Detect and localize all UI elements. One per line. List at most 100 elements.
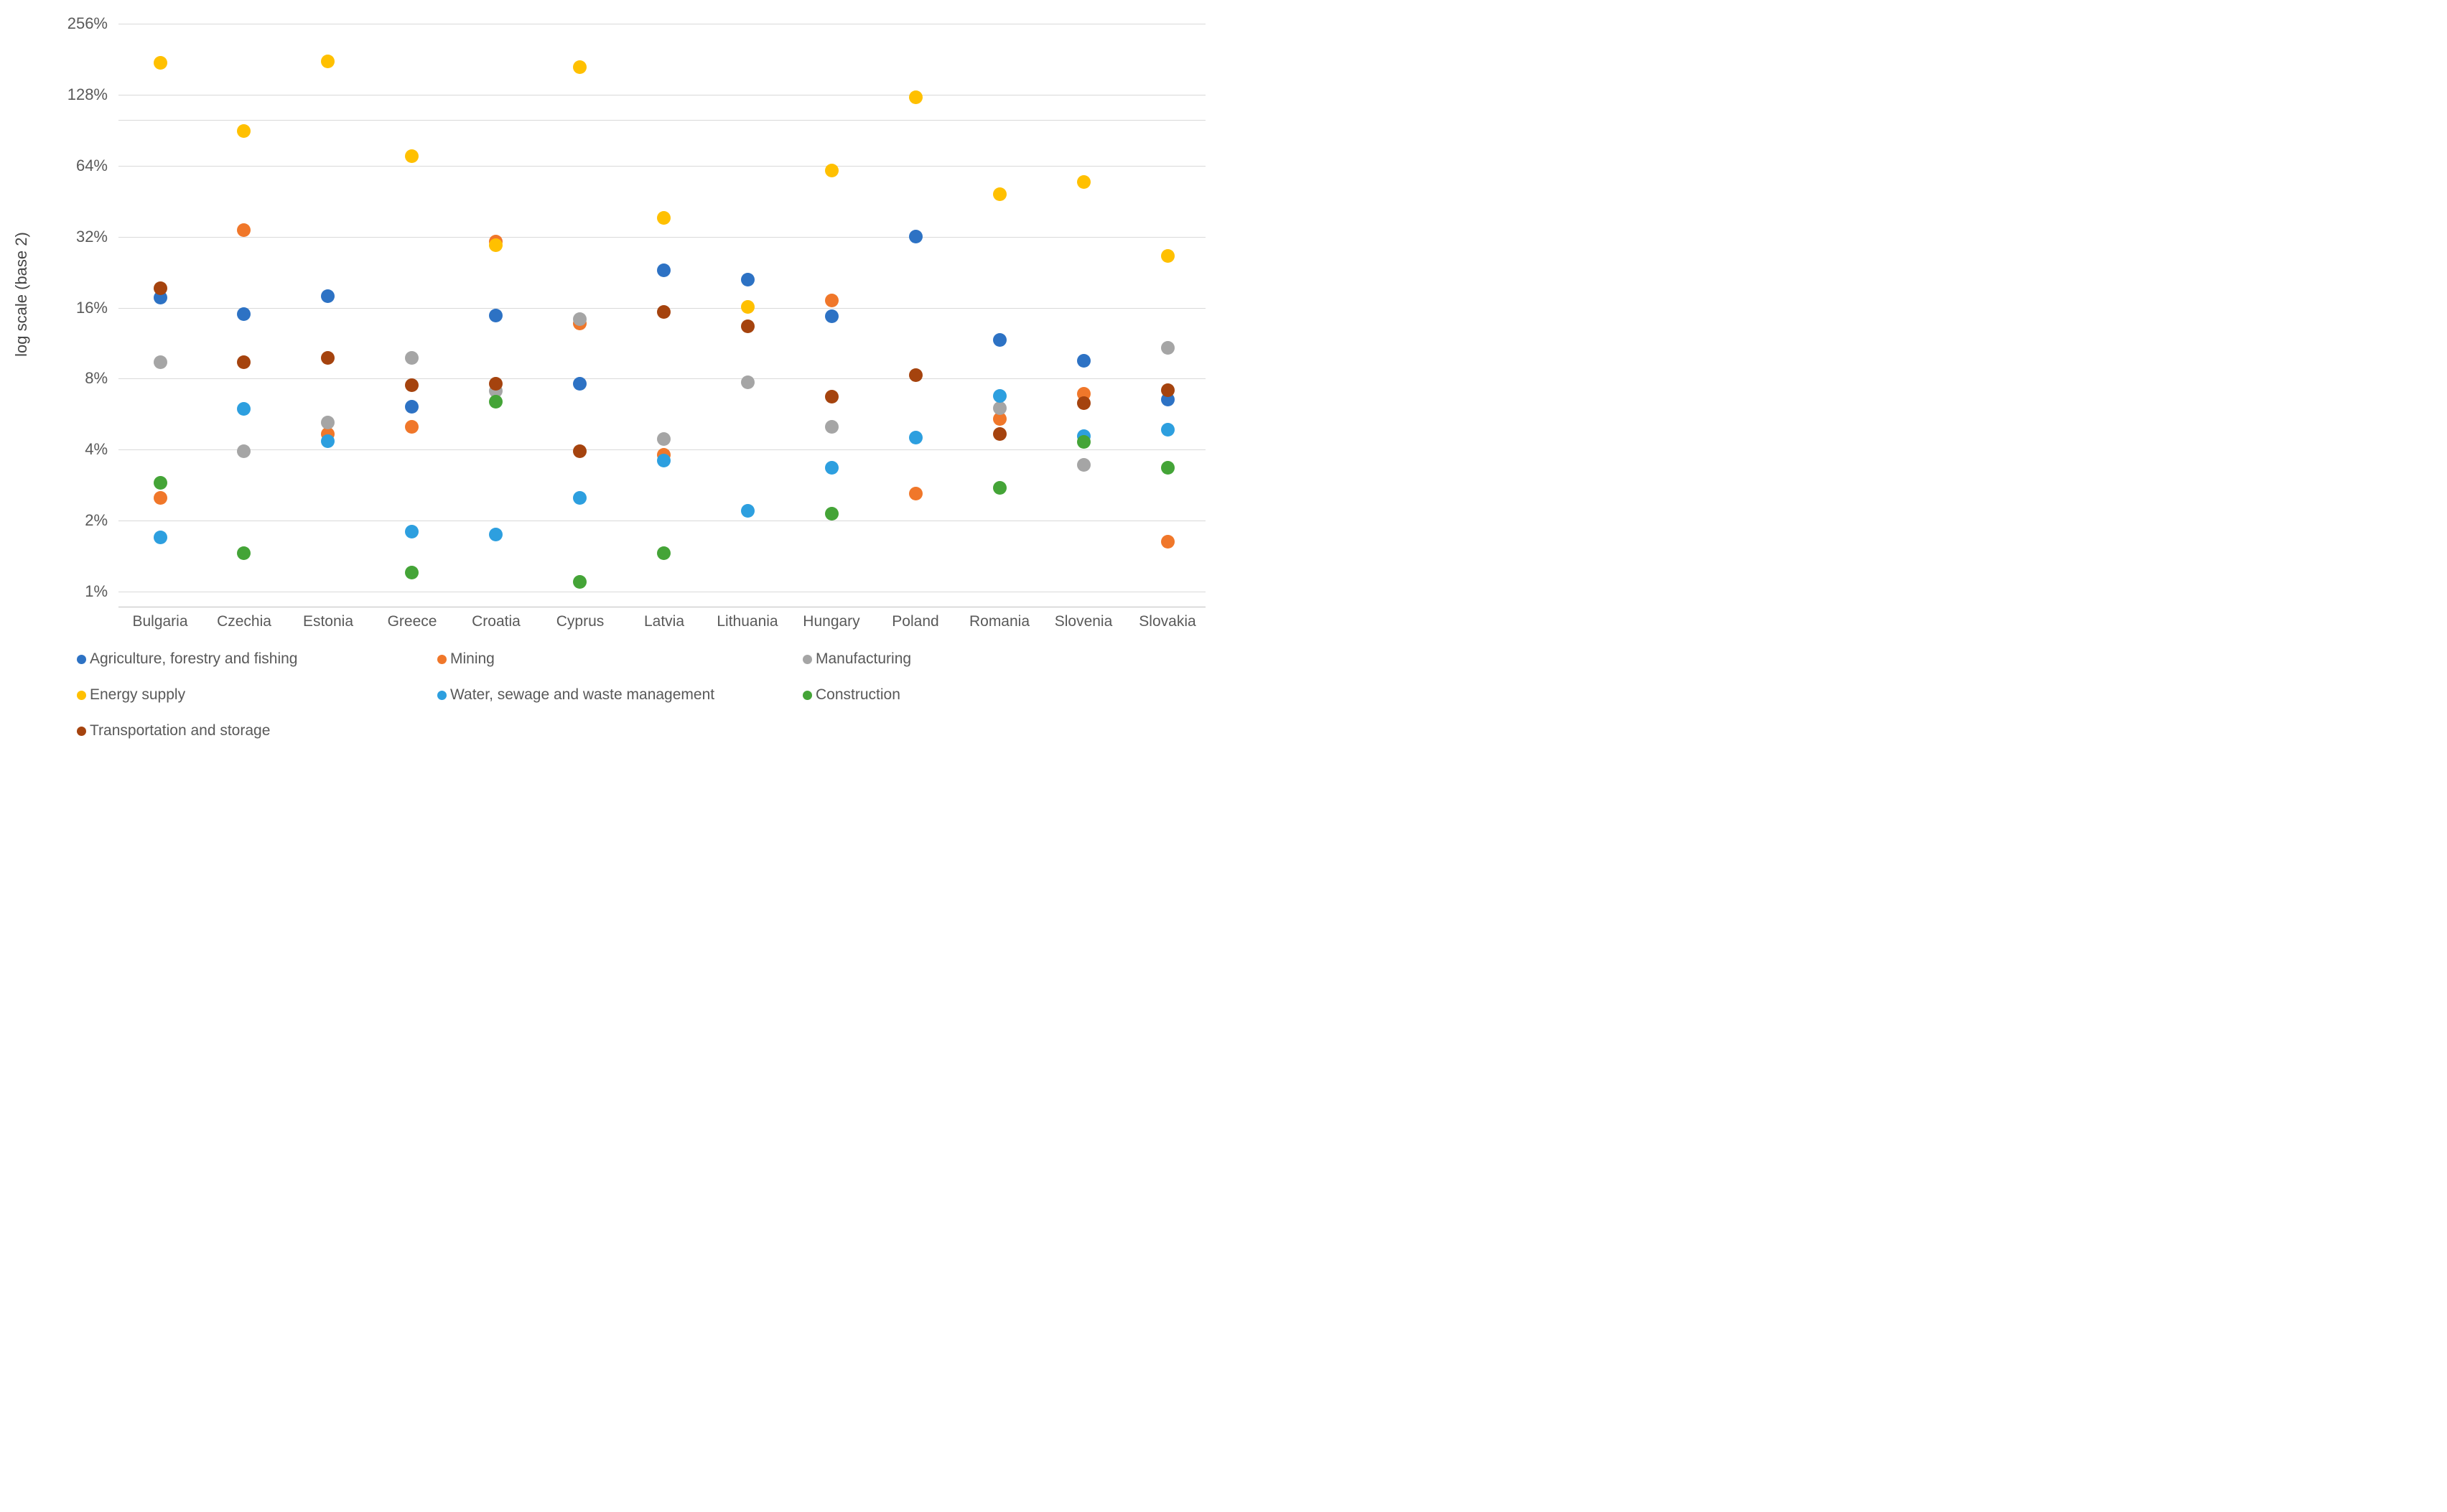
legend-item: Construction bbox=[803, 686, 900, 704]
data-point bbox=[825, 164, 839, 177]
data-point bbox=[909, 487, 923, 500]
data-point bbox=[573, 491, 587, 505]
data-point bbox=[237, 402, 251, 416]
data-point bbox=[405, 400, 419, 414]
data-point bbox=[993, 401, 1007, 415]
data-point bbox=[657, 263, 671, 277]
x-tick-label-slovenia: Slovenia bbox=[1054, 613, 1113, 630]
data-point bbox=[1161, 383, 1175, 397]
y-tick-label: 128% bbox=[67, 85, 108, 103]
data-point bbox=[489, 238, 503, 252]
data-point bbox=[1077, 396, 1091, 410]
data-point bbox=[237, 444, 251, 458]
data-point bbox=[993, 412, 1007, 426]
y-tick-label: 8% bbox=[85, 369, 108, 387]
data-point bbox=[321, 351, 335, 365]
data-point bbox=[1077, 458, 1091, 472]
legend-marker-icon bbox=[77, 690, 86, 700]
legend-label: Agriculture, forestry and fishing bbox=[90, 650, 298, 667]
x-tick-label-bulgaria: Bulgaria bbox=[132, 613, 188, 630]
data-point bbox=[657, 454, 671, 467]
data-point bbox=[657, 546, 671, 560]
data-point bbox=[1077, 175, 1091, 189]
data-point bbox=[573, 377, 587, 391]
data-point bbox=[321, 55, 335, 68]
x-tick-label-hungary: Hungary bbox=[803, 613, 860, 630]
data-point bbox=[825, 294, 839, 307]
data-point bbox=[993, 389, 1007, 403]
data-point bbox=[1161, 535, 1175, 549]
data-point bbox=[993, 187, 1007, 201]
legend-marker-icon bbox=[77, 654, 86, 664]
data-point bbox=[741, 375, 755, 389]
data-point bbox=[741, 273, 755, 286]
data-point bbox=[657, 305, 671, 319]
data-point bbox=[489, 309, 503, 322]
data-point bbox=[237, 307, 251, 321]
data-point bbox=[993, 333, 1007, 347]
data-point bbox=[741, 300, 755, 314]
legend-item: Manufacturing bbox=[803, 650, 911, 668]
gridline-32pct bbox=[118, 237, 1206, 238]
data-point bbox=[909, 90, 923, 104]
y-tick-label: 2% bbox=[85, 511, 108, 529]
y-tick-label: 1% bbox=[85, 582, 108, 600]
data-point bbox=[657, 211, 671, 225]
x-tick-label-cyprus: Cyprus bbox=[556, 613, 605, 630]
data-point bbox=[825, 507, 839, 521]
y-tick-label: 4% bbox=[85, 440, 108, 458]
y-tick-label: 16% bbox=[75, 299, 108, 317]
data-point bbox=[1077, 354, 1091, 368]
x-tick-label-romania: Romania bbox=[969, 613, 1030, 630]
legend-item: Energy supply bbox=[77, 686, 185, 704]
data-point bbox=[321, 434, 335, 448]
legend-marker-icon bbox=[437, 690, 447, 700]
legend-marker-icon bbox=[803, 690, 812, 700]
x-tick-label-greece: Greece bbox=[387, 613, 437, 630]
legend-item: Mining bbox=[437, 650, 495, 668]
x-tick-label-croatia: Croatia bbox=[472, 613, 521, 630]
data-point bbox=[573, 312, 587, 326]
data-point bbox=[405, 420, 419, 434]
data-point bbox=[237, 546, 251, 560]
x-tick-label-czechia: Czechia bbox=[217, 613, 271, 630]
legend-item: Water, sewage and waste management bbox=[437, 686, 714, 704]
data-point bbox=[405, 378, 419, 392]
gridline-64pct bbox=[118, 166, 1206, 167]
data-point bbox=[405, 149, 419, 163]
data-point bbox=[825, 420, 839, 434]
data-point bbox=[237, 124, 251, 138]
legend-marker-icon bbox=[437, 654, 447, 664]
data-point bbox=[489, 395, 503, 409]
data-point bbox=[909, 368, 923, 382]
data-point bbox=[1161, 249, 1175, 263]
data-point bbox=[573, 575, 587, 589]
legend-item: Agriculture, forestry and fishing bbox=[77, 650, 297, 668]
data-point bbox=[154, 531, 167, 544]
y-tick-label: 32% bbox=[75, 228, 108, 246]
data-point bbox=[405, 525, 419, 538]
data-point bbox=[825, 309, 839, 323]
data-point bbox=[657, 432, 671, 446]
gridline-100pct-reference bbox=[118, 120, 1206, 121]
data-point bbox=[825, 390, 839, 403]
data-point bbox=[489, 377, 503, 391]
data-point bbox=[154, 355, 167, 369]
data-point bbox=[237, 223, 251, 237]
y-tick-label: 256% bbox=[67, 14, 108, 32]
data-point bbox=[321, 289, 335, 303]
legend-label: Transportation and storage bbox=[90, 722, 271, 739]
legend-label: Construction bbox=[816, 686, 900, 703]
data-point bbox=[1161, 461, 1175, 475]
legend-marker-icon bbox=[77, 726, 86, 736]
x-tick-label-latvia: Latvia bbox=[643, 613, 685, 630]
data-point bbox=[237, 355, 251, 369]
legend-item: Transportation and storage bbox=[77, 722, 270, 740]
gridline-8pct bbox=[118, 378, 1206, 379]
data-point bbox=[405, 351, 419, 365]
x-tick-label-slovakia: Slovakia bbox=[1139, 613, 1196, 630]
data-point bbox=[909, 230, 923, 243]
x-tick-label-estonia: Estonia bbox=[302, 613, 354, 630]
legend-label: Energy supply bbox=[90, 686, 186, 703]
y-tick-label: 64% bbox=[75, 157, 108, 174]
